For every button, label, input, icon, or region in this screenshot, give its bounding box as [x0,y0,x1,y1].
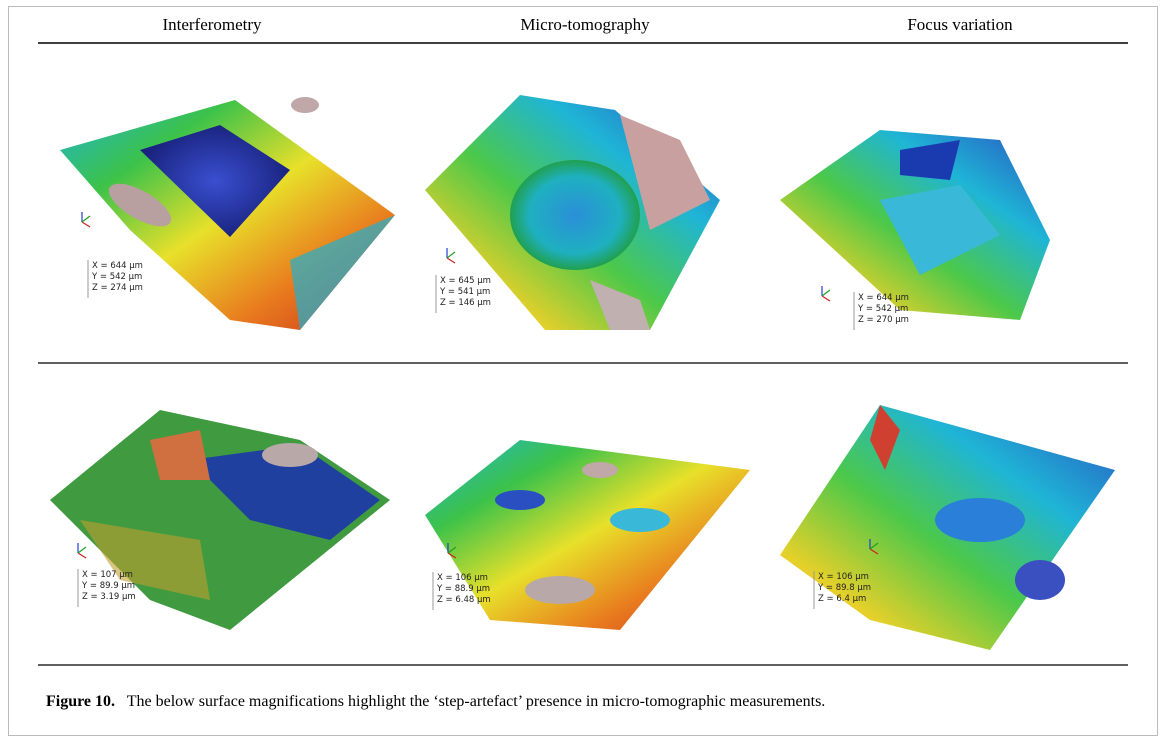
column-header: Focus variation [907,15,1013,34]
dimension-label: Z = 146 µm [440,298,491,308]
caption: Figure 10. The below surface magnificati… [46,693,825,710]
dimension-label: X = 644 µm [92,261,143,271]
dimension-label: X = 107 µm [82,570,133,580]
surface-image [780,405,1115,650]
column-header: Micro-tomography [520,15,650,34]
dimension-label: Y = 89.9 µm [81,581,135,591]
dimension-label: Y = 541 µm [439,287,490,297]
dimension-label: Y = 89.8 µm [817,583,871,593]
surface-image [60,97,395,330]
dimension-label: X = 106 µm [818,572,869,582]
dimension-label: Y = 542 µm [91,272,142,282]
caption-label: Figure 10. [46,693,115,710]
dimension-label: X = 645 µm [440,276,491,286]
surface-image [50,410,390,630]
surface-image [425,440,750,630]
dimension-label: Z = 270 µm [858,315,909,325]
dimension-label: Y = 542 µm [857,304,908,314]
surface-image [780,130,1050,320]
caption-text: The below surface magnifications highlig… [127,693,826,710]
dimension-label: X = 106 µm [437,573,488,583]
dimension-label: Z = 3.19 µm [82,592,136,602]
axis-triad [77,212,879,559]
dimension-label: X = 644 µm [858,293,909,303]
dimension-label: Z = 6.48 µm [437,595,491,605]
surface-image [425,95,720,330]
frame [8,6,1158,736]
dimension-label: Z = 274 µm [92,283,143,293]
column-header: Interferometry [162,15,262,34]
dimension-label: Z = 6.4 µm [818,594,866,604]
dimension-label: Y = 88.9 µm [436,584,490,594]
